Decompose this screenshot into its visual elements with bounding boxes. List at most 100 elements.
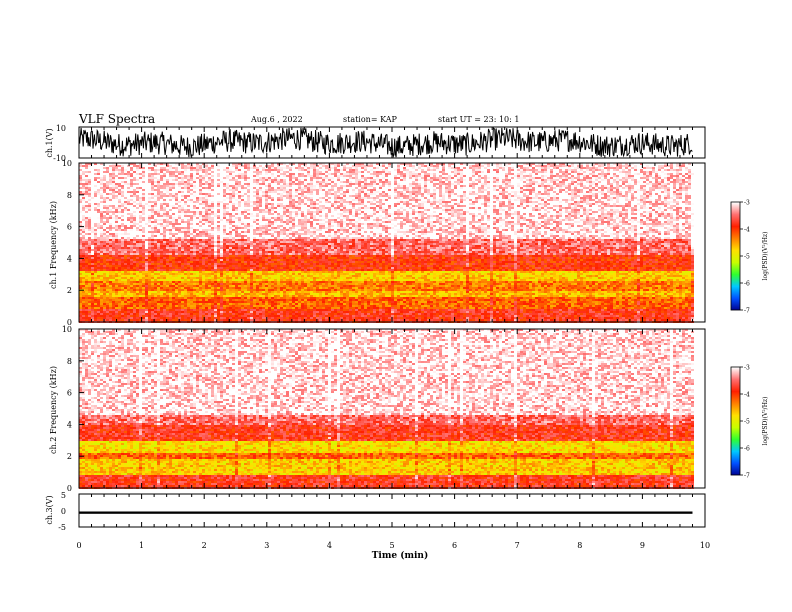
- spectrogram-cell: [142, 245, 145, 247]
- spectrogram-cell: [112, 225, 115, 227]
- spectrogram-cell: [82, 291, 85, 293]
- spectrogram-cell: [82, 189, 85, 191]
- spectrogram-cell: [229, 277, 232, 279]
- spectrogram-cell: [196, 309, 199, 311]
- spectrogram-cell: [223, 261, 226, 263]
- spectrogram-cell: [184, 165, 187, 167]
- spectrogram-cell: [259, 307, 262, 309]
- spectrogram-cell: [229, 297, 232, 299]
- spectrogram-cell: [187, 273, 190, 275]
- spectrogram-cell: [94, 203, 97, 205]
- spectrogram-cell: [115, 195, 118, 197]
- spectrogram-cell: [226, 277, 229, 279]
- spectrogram-cell: [139, 291, 142, 293]
- spectrogram-cell: [121, 185, 124, 187]
- spectrogram-cell: [148, 307, 151, 309]
- spectrogram-cell: [241, 181, 244, 183]
- spectrogram-cell: [112, 203, 115, 205]
- spectrogram-cell: [250, 167, 253, 169]
- spectrogram-cell: [244, 195, 247, 197]
- spectrogram-cell: [232, 305, 235, 307]
- spectrogram-cell: [172, 287, 175, 289]
- spectrogram-cell: [109, 195, 112, 197]
- spectrogram-cell: [238, 259, 241, 261]
- spectrogram-cell: [88, 245, 91, 247]
- spectrogram-cell: [160, 173, 163, 175]
- spectrogram-cell: [229, 315, 232, 317]
- spectrogram-cell: [82, 317, 85, 319]
- spectrogram-cell: [214, 261, 217, 263]
- spectrogram-cell: [265, 191, 268, 193]
- spectrogram-cell: [121, 241, 124, 243]
- spectrogram-cell: [163, 307, 166, 309]
- spectrogram-cell: [91, 201, 94, 203]
- spectrogram-cell: [172, 231, 175, 233]
- spectrogram-cell: [136, 305, 139, 307]
- spectrogram-cell: [211, 301, 214, 303]
- spectrogram-cell: [103, 257, 106, 259]
- spectrogram-cell: [181, 235, 184, 237]
- spectrogram-cell: [127, 261, 130, 263]
- spectrogram-cell: [193, 243, 196, 245]
- spectrogram-cell: [247, 311, 250, 313]
- spectrogram-cell: [148, 265, 151, 267]
- spectrogram-cell: [244, 233, 247, 235]
- spectrogram-cell: [232, 299, 235, 301]
- spectrogram-cell: [217, 183, 220, 185]
- spectrogram-cell: [106, 189, 109, 191]
- spectrogram-cell: [196, 289, 199, 291]
- spectrogram-cell: [127, 233, 130, 235]
- spectrogram-cell: [106, 215, 109, 217]
- spectrogram-cell: [217, 177, 220, 179]
- spectrogram-cell: [121, 309, 124, 311]
- spectrogram-cell: [235, 197, 238, 199]
- spectrogram-cell: [259, 243, 262, 245]
- spectrogram-cell: [115, 285, 118, 287]
- spectrogram-cell: [154, 247, 157, 249]
- spectrogram-cell: [118, 245, 121, 247]
- spectrogram-cell: [124, 223, 127, 225]
- spectrogram-cell: [136, 195, 139, 197]
- spectrogram-cell: [235, 199, 238, 201]
- spectrogram-cell: [172, 185, 175, 187]
- spectrogram-cell: [169, 303, 172, 305]
- spectrogram-cell: [193, 193, 196, 195]
- spectrogram-cell: [265, 179, 268, 181]
- spectrogram-cell: [163, 239, 166, 241]
- spectrogram-cell: [217, 191, 220, 193]
- spectrogram-cell: [262, 163, 265, 165]
- spectrogram-cell: [145, 231, 148, 233]
- spectrogram-cell: [112, 301, 115, 303]
- spectrogram-cell: [259, 261, 262, 263]
- spectrogram-cell: [178, 277, 181, 279]
- spectrogram-cell: [172, 257, 175, 259]
- spectrogram-cell: [136, 231, 139, 233]
- spectrogram-cell: [91, 291, 94, 293]
- spectrogram-cell: [214, 179, 217, 181]
- spectrogram-cell: [193, 219, 196, 221]
- spectrogram-cell: [124, 167, 127, 169]
- spectrogram-cell: [139, 289, 142, 291]
- spectrogram-cell: [229, 205, 232, 207]
- spectrogram-cell: [124, 263, 127, 265]
- spectrogram-cell: [151, 219, 154, 221]
- spectrogram-cell: [244, 281, 247, 283]
- spectrogram-cell: [187, 233, 190, 235]
- spectrogram-cell: [214, 167, 217, 169]
- spectrogram-cell: [232, 247, 235, 249]
- spectrogram-cell: [178, 279, 181, 281]
- spectrogram-cell: [103, 307, 106, 309]
- spectrogram-cell: [139, 239, 142, 241]
- spectrogram-cell: [148, 257, 151, 259]
- spectrogram-cell: [262, 319, 265, 321]
- spectrogram-cell: [259, 185, 262, 187]
- spectrogram-cell: [124, 275, 127, 277]
- spectrogram-cell: [250, 209, 253, 211]
- spectrogram-cell: [82, 235, 85, 237]
- spectrogram-cell: [211, 231, 214, 233]
- spectrogram-cell: [82, 245, 85, 247]
- spectrogram-cell: [121, 179, 124, 181]
- spectrogram-cell: [88, 235, 91, 237]
- spectrogram-cell: [178, 251, 181, 253]
- spectrogram-cell: [88, 301, 91, 303]
